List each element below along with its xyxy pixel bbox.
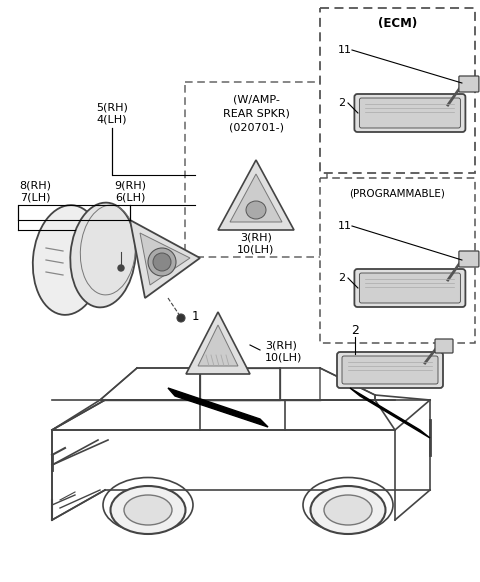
Ellipse shape <box>246 201 266 219</box>
Text: 3(RH): 3(RH) <box>265 340 297 350</box>
Text: REAR SPKR): REAR SPKR) <box>223 109 289 119</box>
Text: 7(LH): 7(LH) <box>20 192 50 202</box>
Ellipse shape <box>311 486 385 534</box>
FancyBboxPatch shape <box>320 8 475 173</box>
Text: 3(RH): 3(RH) <box>240 232 272 242</box>
Ellipse shape <box>148 248 176 276</box>
Polygon shape <box>218 160 294 230</box>
Ellipse shape <box>324 495 372 525</box>
Text: (020701-): (020701-) <box>228 123 284 133</box>
Polygon shape <box>130 220 200 298</box>
Text: 2: 2 <box>351 324 359 336</box>
Text: 6(LH): 6(LH) <box>115 192 145 202</box>
FancyBboxPatch shape <box>354 269 466 307</box>
Text: 10(LH): 10(LH) <box>265 353 302 363</box>
Ellipse shape <box>33 205 103 315</box>
Text: 8(RH): 8(RH) <box>19 180 51 190</box>
Text: 11: 11 <box>338 221 352 231</box>
FancyBboxPatch shape <box>185 82 327 257</box>
Polygon shape <box>230 174 282 222</box>
Text: 2: 2 <box>338 98 345 108</box>
Polygon shape <box>350 388 430 438</box>
FancyBboxPatch shape <box>459 76 479 92</box>
FancyBboxPatch shape <box>435 339 453 353</box>
Ellipse shape <box>70 203 136 307</box>
FancyBboxPatch shape <box>354 94 466 132</box>
Ellipse shape <box>124 495 172 525</box>
Text: 2: 2 <box>338 273 345 283</box>
FancyBboxPatch shape <box>459 251 479 267</box>
Polygon shape <box>140 233 190 285</box>
Polygon shape <box>168 388 268 427</box>
Text: 10(LH): 10(LH) <box>237 245 275 255</box>
FancyBboxPatch shape <box>360 273 460 303</box>
Text: 5(RH): 5(RH) <box>96 103 128 113</box>
FancyBboxPatch shape <box>337 352 443 388</box>
FancyBboxPatch shape <box>320 178 475 343</box>
Text: (PROGRAMMABLE): (PROGRAMMABLE) <box>349 189 445 199</box>
Ellipse shape <box>110 486 185 534</box>
FancyBboxPatch shape <box>360 98 460 128</box>
Text: (W/AMP-: (W/AMP- <box>233 95 279 105</box>
Polygon shape <box>198 325 238 366</box>
Text: 9(RH): 9(RH) <box>114 180 146 190</box>
FancyBboxPatch shape <box>342 356 438 384</box>
Circle shape <box>177 314 185 322</box>
Circle shape <box>118 265 124 271</box>
Text: (ECM): (ECM) <box>378 17 417 30</box>
Polygon shape <box>186 312 250 374</box>
Text: 4(LH): 4(LH) <box>97 115 127 125</box>
Text: 1: 1 <box>192 310 200 322</box>
Ellipse shape <box>153 253 171 271</box>
Text: 11: 11 <box>338 45 352 55</box>
